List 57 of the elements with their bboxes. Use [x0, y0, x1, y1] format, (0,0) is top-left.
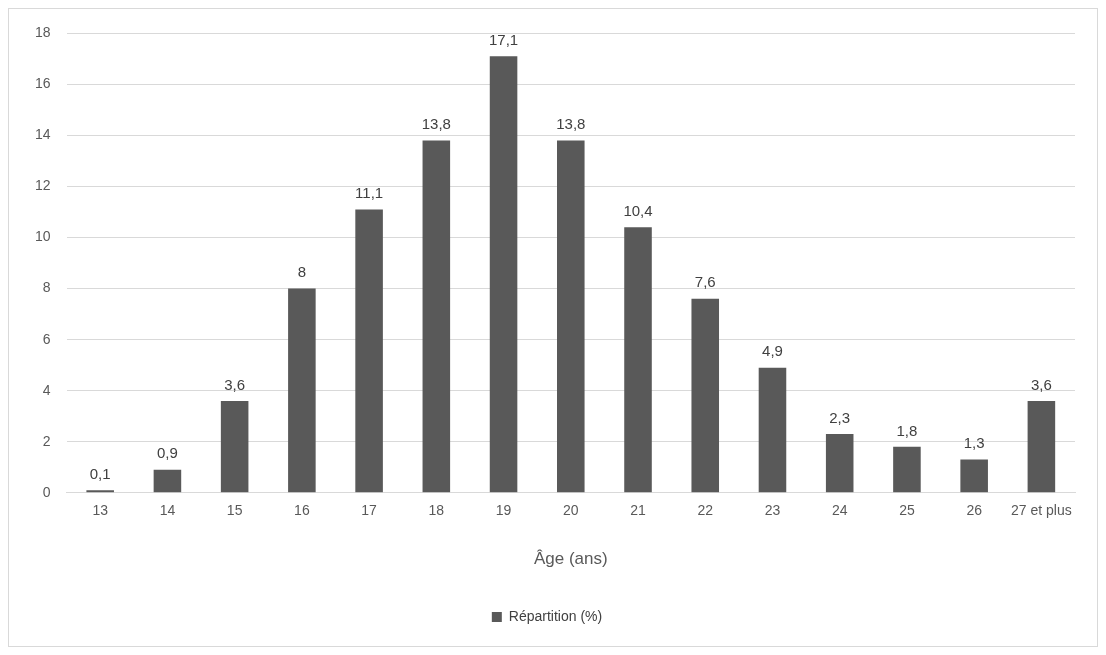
- x-tick-label: 14: [159, 502, 176, 519]
- x-tick-label: 13: [92, 502, 109, 519]
- data-label: 8: [297, 263, 307, 281]
- bar: [893, 446, 921, 493]
- y-tick-label: 6: [42, 330, 51, 347]
- x-tick-label: 21: [630, 502, 647, 519]
- data-label: 4,9: [762, 342, 783, 360]
- x-axis-title: Âge (ans): [533, 549, 608, 569]
- data-label: 17,1: [488, 31, 519, 49]
- x-tick-label: 27 et plus: [1011, 502, 1072, 519]
- bar: [489, 56, 518, 493]
- y-tick-label: 0: [42, 483, 51, 500]
- x-tick-label: 17: [361, 502, 378, 519]
- x-tick-label: 25: [899, 502, 915, 519]
- y-tick-label: 2: [42, 432, 51, 449]
- y-tick-label: 8: [42, 279, 51, 296]
- data-label: 3,6: [1030, 375, 1052, 393]
- x-tick-label: 19: [495, 502, 512, 519]
- data-label: 11,1: [355, 184, 384, 202]
- legend-label: Répartition (%): [508, 607, 603, 624]
- y-tick-label: 10: [34, 228, 51, 245]
- data-label: 1,8: [896, 421, 918, 439]
- bar: [220, 400, 249, 493]
- bar: [86, 490, 114, 493]
- x-tick-label: 15: [226, 502, 243, 519]
- x-tick-label: 18: [428, 502, 445, 519]
- data-label: 2,3: [829, 408, 851, 426]
- y-tick-label: 18: [34, 24, 51, 41]
- bar: [557, 140, 585, 493]
- bar: [960, 459, 988, 493]
- bar: [1027, 400, 1056, 493]
- data-label: 3,6: [224, 375, 246, 393]
- data-label: 13,8: [421, 115, 451, 133]
- bar: [153, 469, 182, 493]
- bar: [758, 367, 787, 493]
- x-tick-label: 23: [764, 502, 781, 519]
- bar: [355, 209, 383, 493]
- y-tick-label: 12: [34, 177, 51, 194]
- data-label: 13,8: [556, 115, 586, 133]
- x-tick-label: 16: [294, 502, 310, 519]
- data-label: 7,6: [694, 273, 716, 291]
- x-tick-label: 20: [563, 502, 579, 519]
- bar: [691, 298, 720, 493]
- bar: [825, 434, 854, 493]
- bar: [422, 140, 451, 493]
- x-tick-label: 24: [831, 502, 848, 519]
- data-label: 0,1: [89, 464, 111, 482]
- data-label: 10,4: [623, 202, 653, 220]
- x-tick-label: 22: [697, 502, 714, 519]
- x-tick-label: 26: [966, 502, 983, 519]
- data-label: 0,9: [156, 444, 178, 462]
- bar: [288, 288, 316, 493]
- y-tick-label: 14: [34, 126, 51, 143]
- bar: [624, 227, 652, 493]
- data-label: 1,3: [963, 434, 985, 452]
- y-tick-label: 16: [34, 75, 51, 92]
- y-tick-label: 4: [42, 381, 51, 398]
